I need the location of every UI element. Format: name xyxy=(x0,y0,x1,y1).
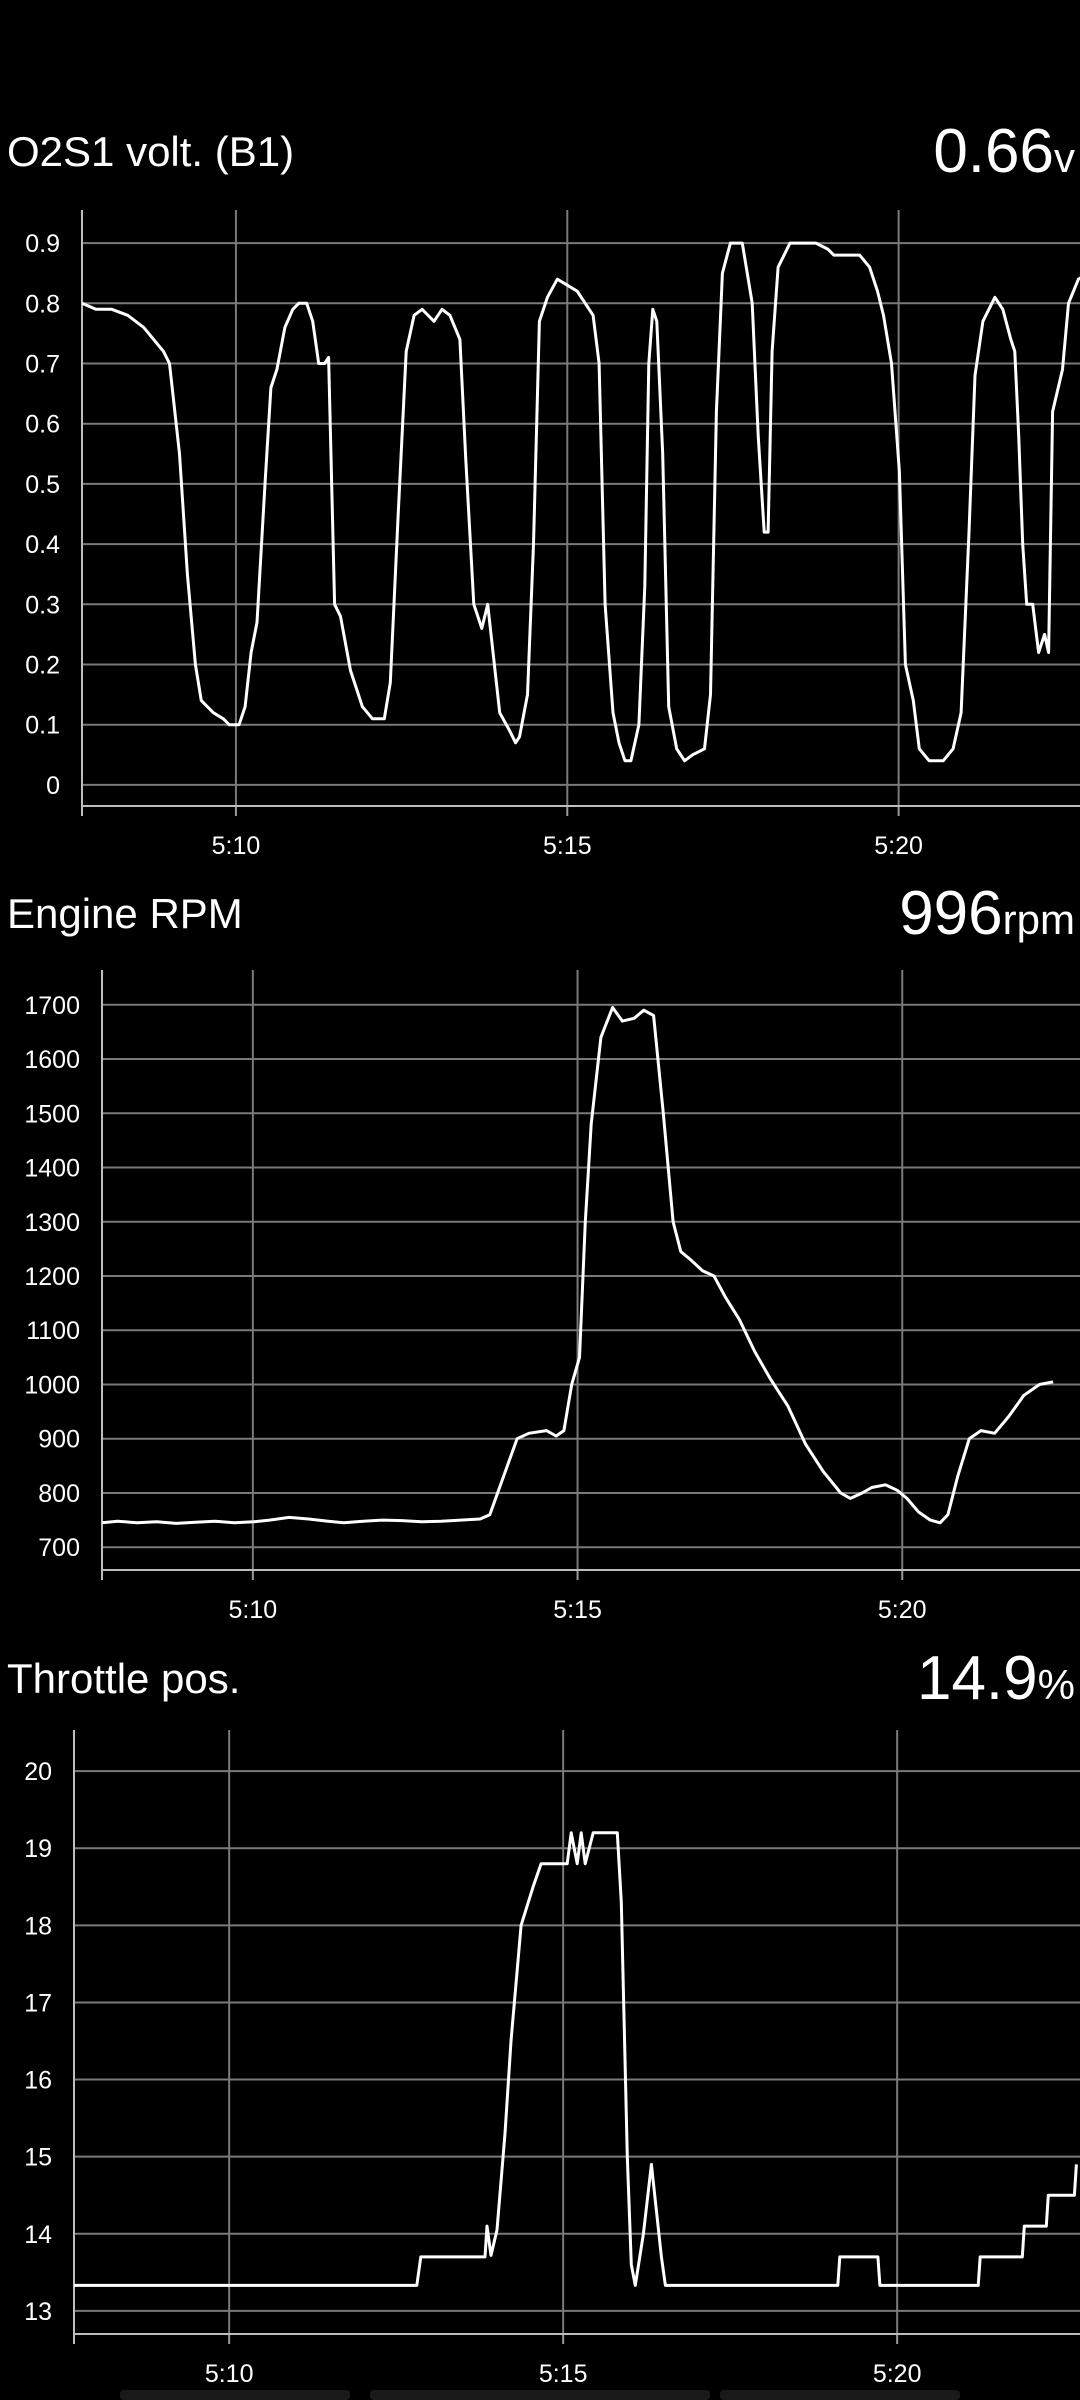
rpm-y-tick-label: 1000 xyxy=(24,1371,80,1399)
o2s1-y-tick-label: 0.4 xyxy=(25,531,60,559)
rpm-y-tick-label: 1100 xyxy=(26,1317,80,1345)
rpm-series-line xyxy=(102,1006,1054,1525)
throttle-y-tick-label: 16 xyxy=(24,2067,52,2095)
bottom-scroll-indicator xyxy=(720,2390,960,2400)
rpm-x-tick-label: 5:10 xyxy=(229,1596,278,1624)
throttle-x-tick-label: 5:15 xyxy=(539,2360,588,2388)
rpm-y-tick-label: 1600 xyxy=(24,1046,80,1074)
engine-rpm-title: Engine RPM xyxy=(7,890,243,937)
o2s1-y-tick-label: 0.9 xyxy=(25,230,60,258)
o2s1-series-line xyxy=(82,241,1080,763)
throttle-value-unit: % xyxy=(1037,1661,1075,1708)
rpm-x-tick-label: 5:15 xyxy=(553,1596,602,1624)
o2s1-y-tick-label: 0.3 xyxy=(25,591,60,619)
throttle-x-tick-label: 5:20 xyxy=(873,2360,922,2388)
o2s1-chart[interactable]: 0 0.1 0.2 0.3 0.4 0.5 0.6 0.7 0.8 0.9 5:10 5:15 5:20 xyxy=(0,210,1080,870)
o2s1-title: O2S1 volt. (B1) xyxy=(7,128,295,175)
o2s1-y-tick-label: 0.1 xyxy=(25,712,60,740)
engine-rpm-value-unit: rpm xyxy=(1002,896,1075,943)
engine-rpm-current-value: 996rpm xyxy=(899,878,1075,949)
throttle-y-tick-label: 13 xyxy=(24,2298,52,2326)
throttle-value-number: 14.9 xyxy=(916,1644,1038,1713)
o2s1-y-tick-label: 0.6 xyxy=(25,411,60,439)
o2s1-x-tick-label: 5:15 xyxy=(543,832,592,860)
throttle-y-tick-label: 18 xyxy=(24,1912,52,1940)
throttle-y-tick-label: 17 xyxy=(24,1989,52,2017)
rpm-y-tick-label: 1400 xyxy=(24,1155,80,1183)
rpm-y-tick-label: 1700 xyxy=(24,992,80,1020)
rpm-y-tick-label: 800 xyxy=(38,1480,80,1508)
rpm-y-tick-label: 1200 xyxy=(24,1263,80,1291)
o2s1-y-tick-label: 0.2 xyxy=(25,652,60,680)
throttle-y-tick-label: 19 xyxy=(24,1835,52,1863)
bottom-scroll-indicator xyxy=(120,2390,350,2400)
rpm-y-tick-label: 900 xyxy=(38,1426,80,1454)
engine-rpm-value-number: 996 xyxy=(899,879,1003,948)
o2s1-current-value: 0.66v xyxy=(933,116,1075,187)
throttle-title: Throttle pos. xyxy=(7,1655,241,1702)
o2s1-y-tick-label: 0.5 xyxy=(25,471,60,499)
rpm-y-tick-label: 700 xyxy=(38,1534,80,1562)
throttle-chart[interactable]: 13 14 15 16 17 18 19 20 5:10 5:15 5:20 xyxy=(0,1730,1080,2390)
o2s1-y-tick-label: 0.8 xyxy=(25,290,60,318)
o2s1-y-tick-label: 0 xyxy=(46,772,60,800)
rpm-x-tick-label: 5:20 xyxy=(878,1596,927,1624)
o2s1-value-unit: v xyxy=(1054,134,1075,181)
throttle-y-tick-label: 20 xyxy=(24,1758,52,1786)
throttle-x-tick-label: 5:10 xyxy=(205,2360,254,2388)
throttle-series-line xyxy=(74,1831,1078,2287)
o2s1-value-number: 0.66 xyxy=(933,117,1054,186)
throttle-y-tick-label: 15 xyxy=(24,2144,52,2172)
rpm-y-tick-label: 1300 xyxy=(24,1209,80,1237)
throttle-current-value: 14.9% xyxy=(917,1643,1075,1714)
bottom-scroll-indicator xyxy=(370,2390,710,2400)
engine-rpm-chart[interactable]: 700 800 900 1000 1100 1200 1300 1400 1500 1600 170… xyxy=(0,970,1080,1630)
throttle-y-tick-label: 14 xyxy=(24,2221,52,2249)
rpm-y-tick-label: 1500 xyxy=(24,1100,80,1128)
o2s1-x-tick-label: 5:20 xyxy=(874,832,923,860)
o2s1-x-tick-label: 5:10 xyxy=(212,832,261,860)
o2s1-y-tick-label: 0.7 xyxy=(25,350,60,378)
